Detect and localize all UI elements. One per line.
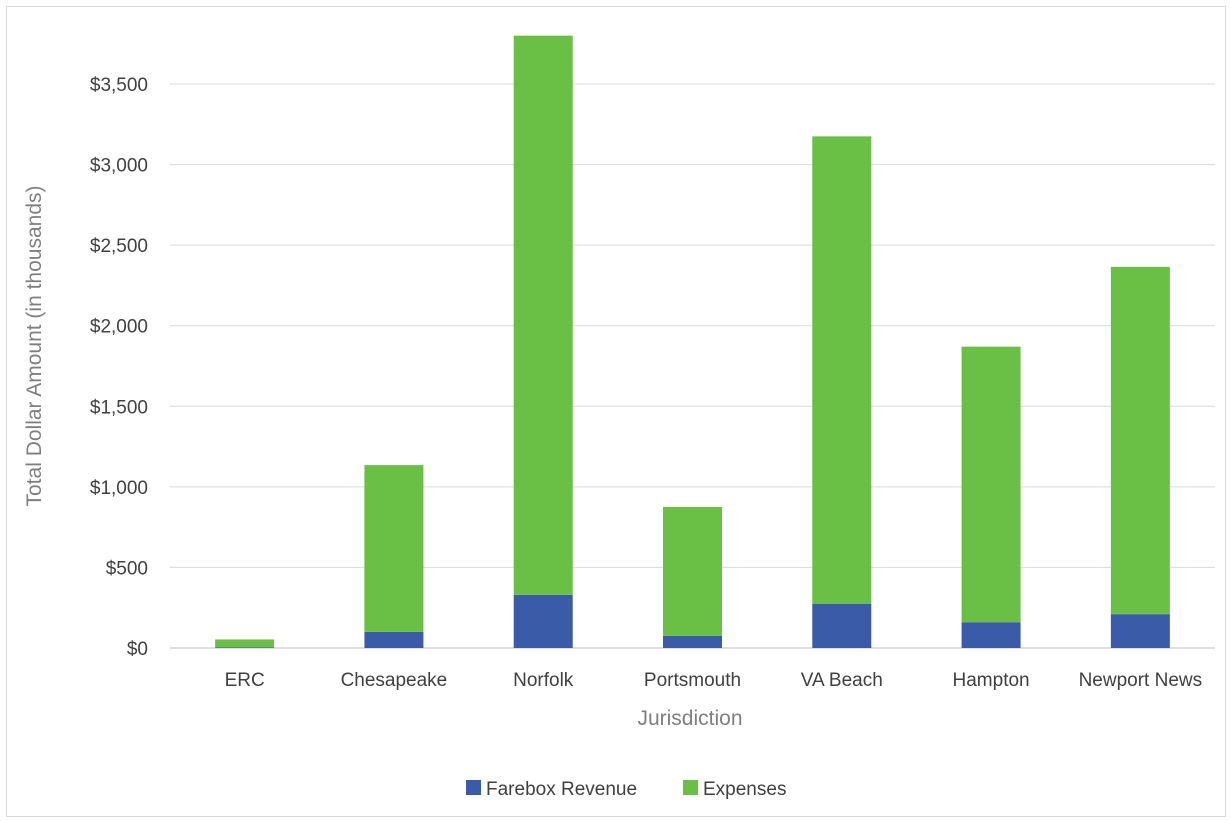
y-axis-ticks: $0 $500 $1,000 $1,500 $2,000 $2,500 $3,000 $3,5… xyxy=(90,75,148,660)
x-tick-label: Chesapeake xyxy=(341,670,448,691)
legend-item: Expenses xyxy=(683,779,786,800)
bar-expenses xyxy=(663,507,722,636)
y-tick-label: $2,500 xyxy=(90,236,148,257)
x-tick-label: Newport News xyxy=(1079,670,1203,691)
y-tick-label: $2,000 xyxy=(90,317,148,338)
bar-farebox-revenue xyxy=(513,594,573,648)
bar-farebox-revenue xyxy=(663,635,722,648)
bar-farebox-revenue xyxy=(364,631,424,648)
bar-expenses xyxy=(364,465,424,632)
bar-expenses xyxy=(513,35,573,595)
bar-farebox-revenue xyxy=(1110,614,1170,648)
legend-label: Farebox Revenue xyxy=(486,779,637,800)
x-tick-label: Norfolk xyxy=(513,670,574,691)
x-axis-title: Jurisdiction xyxy=(637,707,742,730)
bar-expenses xyxy=(1110,266,1170,615)
y-tick-label: $3,500 xyxy=(90,75,148,96)
x-tick-label: VA Beach xyxy=(801,670,883,691)
bar-farebox-revenue xyxy=(812,603,872,648)
chart-frame xyxy=(6,6,1226,817)
x-tick-label: Hampton xyxy=(953,670,1030,691)
legend-label: Expenses xyxy=(703,779,786,800)
bar-farebox-revenue xyxy=(961,622,1021,648)
gridlines xyxy=(170,83,1215,649)
bars xyxy=(215,35,1170,648)
y-tick-label: $1,000 xyxy=(90,478,148,499)
legend-swatch xyxy=(683,780,698,795)
bar-expenses xyxy=(215,639,275,648)
x-tick-label: Portsmouth xyxy=(644,670,741,691)
y-tick-label: $1,500 xyxy=(90,397,148,418)
bar-expenses xyxy=(961,346,1021,623)
y-tick-label: $0 xyxy=(127,639,148,660)
legend-item: Farebox Revenue xyxy=(466,779,637,800)
x-tick-label: ERC xyxy=(225,670,265,691)
x-axis-ticks: ERC Chesapeake Norfolk Portsmouth VA Beach Ha… xyxy=(225,670,1203,691)
y-axis-title: Total Dollar Amount (in thousands) xyxy=(23,186,46,507)
y-tick-label: $3,000 xyxy=(90,156,148,177)
y-tick-label: $500 xyxy=(106,558,148,579)
legend: Farebox Revenue Expenses xyxy=(466,779,786,800)
bar-expenses xyxy=(812,136,872,604)
legend-swatch xyxy=(466,780,481,795)
